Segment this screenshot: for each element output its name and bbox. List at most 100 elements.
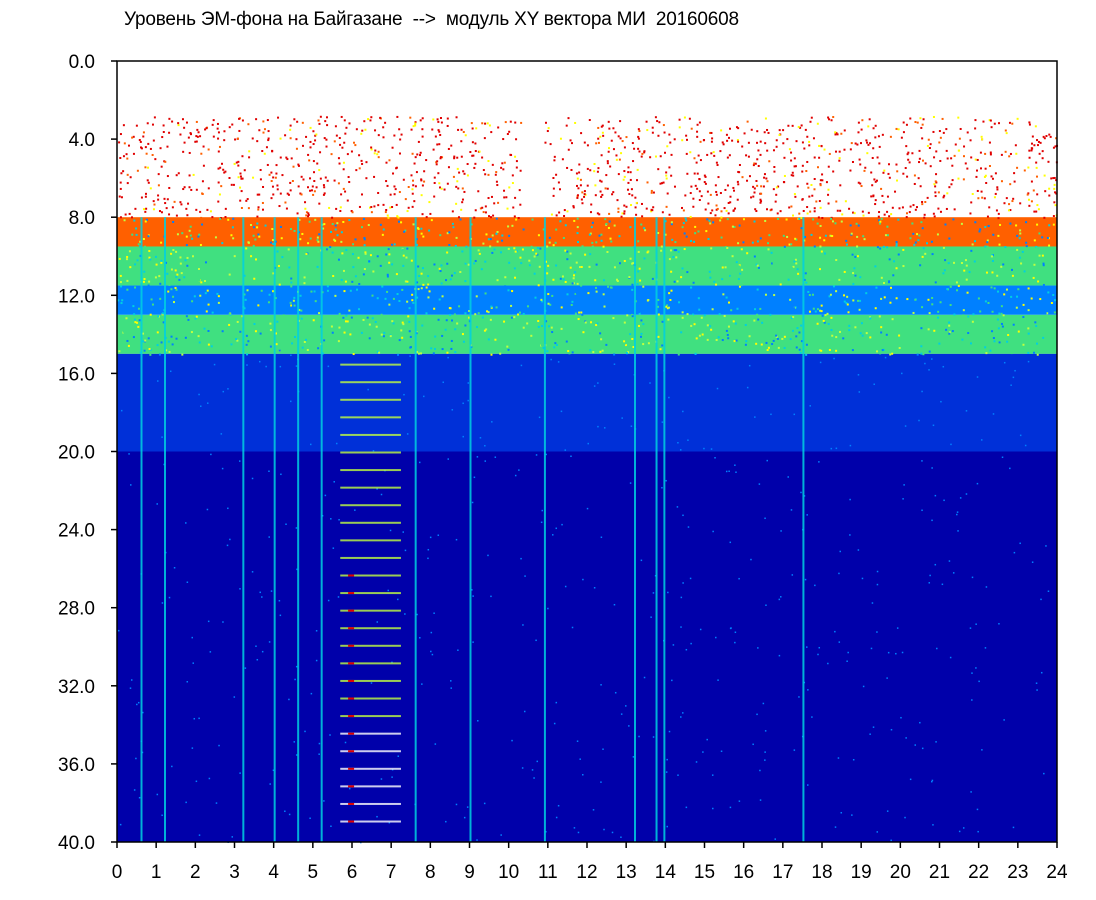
heatmap-cell <box>450 274 453 277</box>
heatmap-cell <box>685 138 688 141</box>
heatmap-cell <box>432 148 435 151</box>
heatmap-cell <box>630 313 633 316</box>
heatmap-cell <box>813 178 816 181</box>
heatmap-cell <box>760 185 763 188</box>
heatmap-cell <box>238 117 241 120</box>
heatmap-cell <box>935 741 937 743</box>
heatmap-cell <box>119 156 122 159</box>
heatmap-cell <box>308 159 311 162</box>
heatmap-dash <box>348 574 355 577</box>
heatmap-cell <box>195 208 198 211</box>
heatmap-cell <box>550 213 553 216</box>
heatmap-cell <box>199 210 202 213</box>
heatmap-cell <box>311 185 314 188</box>
heatmap-cell <box>560 410 563 413</box>
heatmap-cell <box>876 246 879 249</box>
heatmap-cell <box>827 202 830 205</box>
heatmap-cell <box>497 201 500 204</box>
heatmap-cell <box>143 349 146 352</box>
heatmap-cell <box>388 159 391 162</box>
heatmap-cell <box>152 208 155 211</box>
heatmap-cell <box>396 115 399 118</box>
heatmap-cell <box>603 828 605 831</box>
heatmap-cell <box>934 309 937 312</box>
heatmap-cell <box>322 193 325 196</box>
heatmap-cell <box>689 151 692 154</box>
heatmap-cell <box>907 151 910 154</box>
heatmap-cell <box>710 247 713 250</box>
heatmap-cell <box>139 140 142 143</box>
heatmap-cell <box>1043 216 1046 219</box>
heatmap-cell <box>670 289 673 292</box>
heatmap-cell <box>924 260 927 263</box>
heatmap-cell <box>411 192 414 195</box>
heatmap-cell <box>859 276 862 279</box>
heatmap-cell <box>433 347 436 350</box>
heatmap-cell <box>695 161 698 164</box>
heatmap-cell <box>537 325 540 328</box>
heatmap-cell <box>641 328 644 331</box>
heatmap-cell <box>611 193 614 196</box>
heatmap-cell <box>746 179 749 182</box>
heatmap-cell <box>276 320 279 323</box>
heatmap-cell <box>690 642 692 645</box>
heatmap-cell <box>599 190 602 193</box>
heatmap-cell <box>804 235 807 238</box>
heatmap-cell <box>461 250 464 253</box>
heatmap-cell <box>660 249 663 252</box>
heatmap-cell <box>344 320 347 323</box>
heatmap-cell <box>341 252 344 255</box>
heatmap-cell <box>611 256 614 259</box>
heatmap-cell <box>252 234 255 237</box>
heatmap-cell <box>626 188 629 191</box>
heatmap-cell <box>382 228 385 231</box>
heatmap-cell <box>854 255 857 258</box>
heatmap-cell <box>489 245 492 248</box>
heatmap-cell <box>175 214 178 217</box>
heatmap-cell <box>324 120 327 123</box>
heatmap-cell <box>508 186 511 189</box>
heatmap-cell <box>754 162 757 165</box>
heatmap-cell <box>913 182 916 185</box>
heatmap-cell <box>791 574 794 576</box>
heatmap-cell <box>901 651 904 654</box>
heatmap-cell <box>1027 309 1030 312</box>
heatmap-cell <box>465 245 468 248</box>
heatmap-cell <box>843 294 846 297</box>
heatmap-cell <box>195 308 198 311</box>
heatmap-cell <box>996 290 999 293</box>
heatmap-cell <box>866 152 869 155</box>
heatmap-cell <box>303 276 306 279</box>
heatmap-cell <box>904 425 907 427</box>
heatmap-cell <box>170 288 173 291</box>
heatmap-cell <box>600 536 603 539</box>
heatmap-cell <box>209 651 212 653</box>
heatmap-cell <box>552 244 555 247</box>
heatmap-cell <box>512 259 515 262</box>
heatmap-cell <box>720 236 723 239</box>
heatmap-cell <box>1048 187 1051 190</box>
heatmap-cell <box>1000 305 1003 308</box>
heatmap-cell <box>942 131 945 134</box>
heatmap-cell <box>1008 203 1011 206</box>
heatmap-cell <box>696 187 699 190</box>
heatmap-cell <box>720 216 723 219</box>
heatmap-cell <box>553 159 556 162</box>
heatmap-cell <box>1043 137 1046 140</box>
heatmap-cell <box>764 219 767 222</box>
heatmap-cell <box>171 206 174 209</box>
heatmap-cell <box>218 193 221 196</box>
heatmap-cell <box>629 333 632 336</box>
heatmap-cell <box>369 119 372 122</box>
heatmap-cell <box>352 266 355 269</box>
heatmap-cell <box>896 627 899 629</box>
heatmap-cell <box>879 247 882 250</box>
heatmap-cell <box>773 170 776 173</box>
heatmap-cell <box>951 330 954 333</box>
heatmap-cell <box>537 284 540 287</box>
heatmap-cell <box>542 346 545 349</box>
heatmap-cell <box>248 156 251 159</box>
heatmap-streak <box>469 217 472 842</box>
heatmap-cell <box>476 839 478 841</box>
heatmap-cell <box>730 275 733 278</box>
